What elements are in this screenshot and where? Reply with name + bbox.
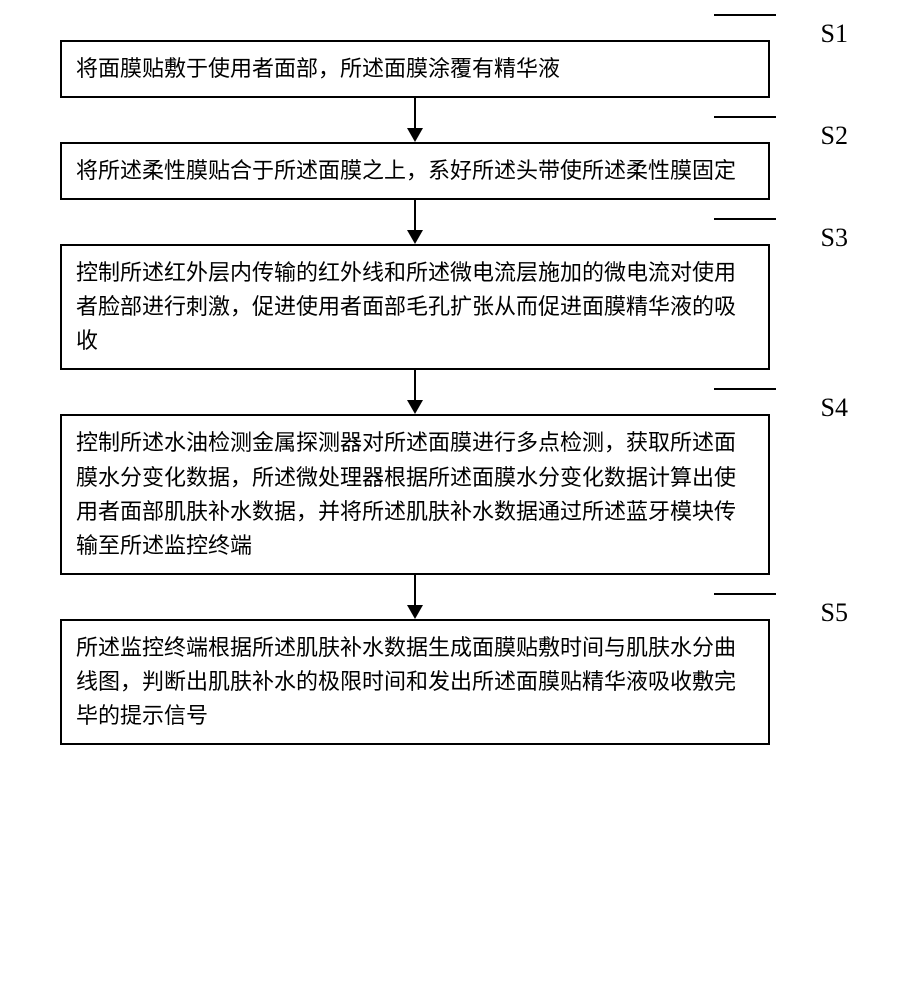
step-box-s2: S2 将所述柔性膜贴合于所述面膜之上，系好所述头带使所述柔性膜固定 — [60, 142, 770, 200]
arrow-down — [60, 575, 770, 619]
step-label-s4: S4 — [821, 388, 848, 428]
label-connector — [714, 593, 776, 595]
step-text-s3: 控制所述红外层内传输的红外线和所述微电流层施加的微电流对使用者脸部进行刺激，促进… — [76, 260, 736, 353]
arrow-down — [60, 98, 770, 142]
label-connector — [714, 388, 776, 390]
step-box-s3: S3 控制所述红外层内传输的红外线和所述微电流层施加的微电流对使用者脸部进行刺激… — [60, 244, 770, 370]
label-connector — [714, 218, 776, 220]
label-connector — [714, 116, 776, 118]
step-label-s1: S1 — [821, 14, 848, 54]
step-text-s2: 将所述柔性膜贴合于所述面膜之上，系好所述头带使所述柔性膜固定 — [76, 158, 736, 183]
flowchart-container: S1 将面膜贴敷于使用者面部，所述面膜涂覆有精华液 S2 将所述柔性膜贴合于所述… — [60, 40, 850, 745]
step-text-s1: 将面膜贴敷于使用者面部，所述面膜涂覆有精华液 — [76, 56, 560, 81]
step-box-s1: S1 将面膜贴敷于使用者面部，所述面膜涂覆有精华液 — [60, 40, 770, 98]
arrow-down — [60, 200, 770, 244]
step-box-s4: S4 控制所述水油检测金属探测器对所述面膜进行多点检测，获取所述面膜水分变化数据… — [60, 414, 770, 574]
step-text-s4: 控制所述水油检测金属探测器对所述面膜进行多点检测，获取所述面膜水分变化数据，所述… — [76, 430, 736, 557]
step-text-s5: 所述监控终端根据所述肌肤补水数据生成面膜贴敷时间与肌肤水分曲线图，判断出肌肤补水… — [76, 635, 736, 728]
step-label-s5: S5 — [821, 593, 848, 633]
step-label-s2: S2 — [821, 116, 848, 156]
arrow-down — [60, 370, 770, 414]
step-label-s3: S3 — [821, 218, 848, 258]
label-connector — [714, 14, 776, 16]
step-box-s5: S5 所述监控终端根据所述肌肤补水数据生成面膜贴敷时间与肌肤水分曲线图，判断出肌… — [60, 619, 770, 745]
